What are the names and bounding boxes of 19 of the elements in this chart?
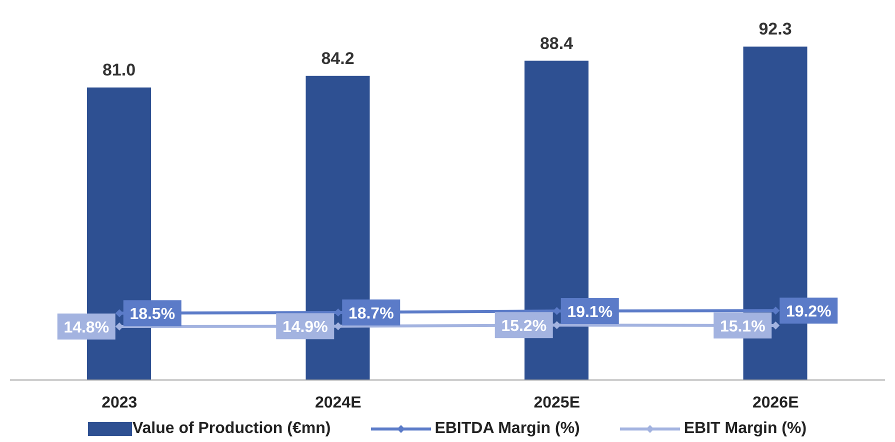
legend-label: EBIT Margin (%)	[682, 420, 807, 438]
data-label: 81.0	[102, 60, 136, 80]
data-label: 88.4	[540, 34, 574, 53]
data-label: 18.7%	[348, 305, 394, 322]
data-label: 14.8%	[64, 320, 110, 337]
data-label: 15.1%	[720, 318, 766, 336]
x-tick-label: 2025E	[534, 394, 580, 412]
data-label: 18.5%	[130, 306, 176, 324]
data-label: 84.2	[321, 48, 354, 68]
legend-label: EBITDA Margin (%)	[434, 420, 580, 438]
data-label: 14.9%	[282, 319, 328, 336]
data-label: 92.3	[758, 20, 792, 39]
x-tick-label: 2026E	[752, 394, 800, 412]
data-label: 15.2%	[501, 318, 547, 336]
x-tick-label: 2023	[102, 394, 138, 412]
data-label: 19.2%	[786, 304, 832, 321]
data-label: 19.1%	[567, 304, 613, 322]
legend-label: Value of Production (€mn)	[131, 420, 331, 438]
x-tick-label: 2024E	[314, 394, 362, 412]
